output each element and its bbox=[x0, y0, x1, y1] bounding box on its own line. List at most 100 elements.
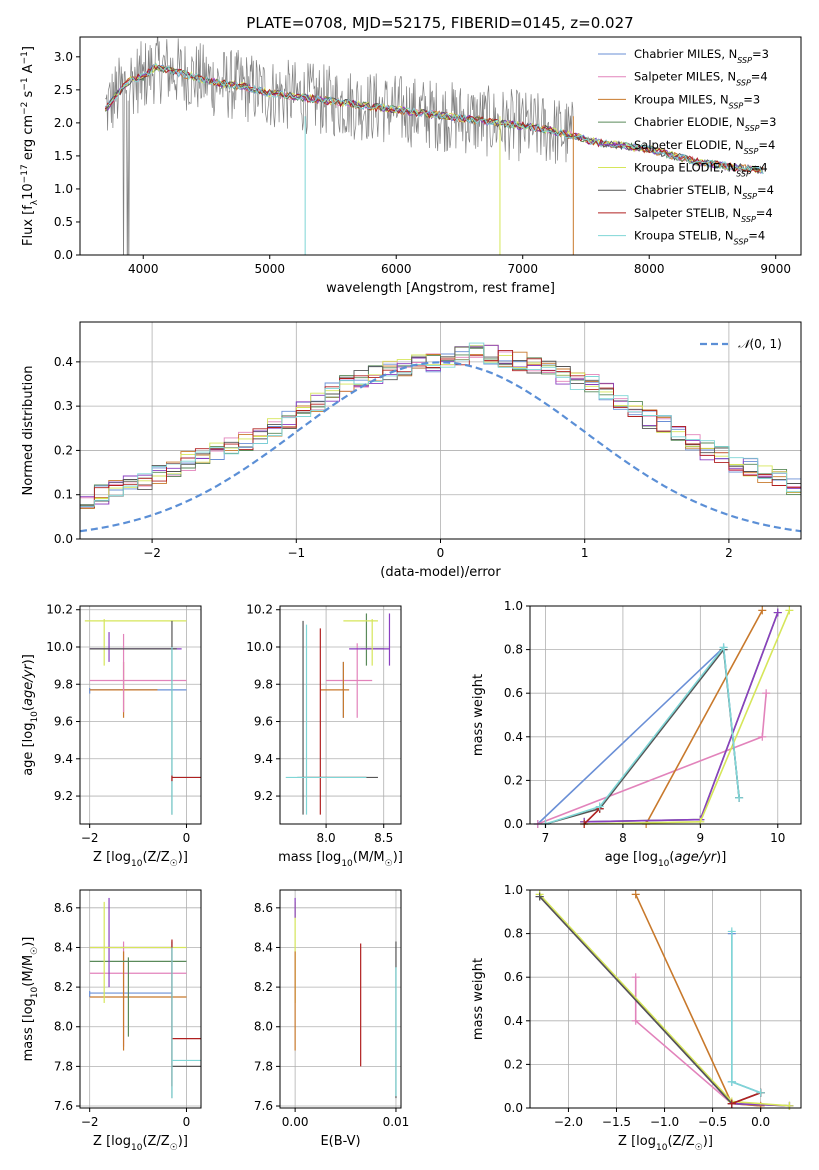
age_vs_mass-y-tick-label: 9.2 bbox=[254, 789, 273, 803]
legend-label-3: Kroupa MILES, NSSP=3 bbox=[634, 92, 760, 110]
age_vs_mass-x-axis-label: mass [log10(M/M☉)] bbox=[278, 850, 403, 869]
age_vs_Z-y-tick-label: 9.2 bbox=[54, 789, 73, 803]
mass_vs_Z-y-axis-label: mass [log10(M/M☉)] bbox=[21, 937, 40, 1062]
residuals-y-tick-label: 0.3 bbox=[54, 399, 73, 413]
legend-label-7: Chabrier STELIB, NSSP=4 bbox=[634, 183, 774, 201]
weight_vs_Z-series-line bbox=[731, 1091, 761, 1105]
spectrum-x-tick-label: 8000 bbox=[634, 262, 665, 276]
spectrum-y-tick-label: 3.0 bbox=[54, 50, 73, 64]
weight_vs_age-x-tick-label: 8 bbox=[619, 831, 627, 845]
weight_vs_Z-point-marker bbox=[631, 1016, 640, 1025]
residuals-x-tick-label: −1 bbox=[287, 546, 305, 560]
weight_vs_Z-frame bbox=[529, 889, 802, 1109]
weight_vs_Z-point-marker bbox=[756, 1088, 765, 1097]
spectrum-x-tick-label: 4000 bbox=[128, 262, 159, 276]
mass_vs_EBV-y-tick-label: 8.2 bbox=[254, 980, 273, 994]
residual-series-group bbox=[80, 342, 801, 533]
weight_vs_age-y-tick-label: 0.6 bbox=[504, 686, 523, 700]
mass_vs_EBV-frame bbox=[279, 889, 402, 1109]
legend-normal-label: 𝒩(0, 1) bbox=[738, 337, 782, 351]
mass_vs_EBV-plot-area bbox=[280, 890, 401, 1108]
mass_vs_EBV-y-tick-label: 7.8 bbox=[254, 1059, 273, 1073]
legend-label-2: Salpeter MILES, NSSP=4 bbox=[634, 70, 768, 88]
spectrum-x-tick-label: 5000 bbox=[254, 262, 285, 276]
age_vs_Z-y-tick-label: 10.2 bbox=[46, 603, 73, 617]
mass_vs_Z-x-axis-label: Z [log10(Z/Z☉)] bbox=[93, 1134, 188, 1153]
mass_vs_Z-x-tick-label: 0 bbox=[183, 1115, 191, 1129]
weight_vs_age-plot-area bbox=[530, 606, 801, 824]
spectrum-y-tick-label: 1.0 bbox=[54, 182, 73, 196]
weight_vs_age-point-marker bbox=[735, 793, 744, 802]
weight_vs_age-y-axis-label: mass weight bbox=[471, 674, 486, 756]
weight_vs_Z-x-axis-label: Z [log10(Z/Z☉)] bbox=[618, 1134, 713, 1153]
residuals-x-tick-label: −2 bbox=[143, 546, 161, 560]
age_vs_Z-y-tick-label: 9.4 bbox=[54, 752, 73, 766]
legend-label-8: Salpeter STELIB, NSSP=4 bbox=[634, 206, 773, 224]
mass_vs_EBV-x-tick-label: 0.01 bbox=[383, 1115, 410, 1129]
age_vs_Z-y-tick-label: 9.8 bbox=[54, 677, 73, 691]
spectrum-y-tick-label: 1.5 bbox=[54, 149, 73, 163]
spectrum-y-tick-label: 0.0 bbox=[54, 248, 73, 262]
weight_vs_Z-y-tick-label: 0.2 bbox=[504, 1057, 523, 1071]
mass_vs_Z-y-tick-label: 8.4 bbox=[54, 940, 73, 954]
spectrum-plot-area bbox=[80, 37, 801, 255]
age_vs_Z-x-axis-label: Z [log10(Z/Z☉)] bbox=[93, 850, 188, 869]
age_vs_mass-y-tick-label: 9.8 bbox=[254, 677, 273, 691]
weight_vs_age-y-tick-label: 0.2 bbox=[504, 773, 523, 787]
spectrum-y-tick-label: 2.5 bbox=[54, 83, 73, 97]
spectrum-x-tick-label: 9000 bbox=[760, 262, 791, 276]
weight_vs_age-point-marker bbox=[719, 643, 728, 652]
residuals-x-tick-label: 0 bbox=[437, 546, 445, 560]
age_vs_Z-plot-area bbox=[80, 606, 201, 824]
weight_vs_Z-x-tick-label: 0.0 bbox=[751, 1115, 770, 1129]
weight_vs_Z-point-marker bbox=[535, 892, 544, 901]
age_vs_Z-x-tick-label: −2 bbox=[81, 831, 99, 845]
weight_vs_age-series-line bbox=[583, 808, 601, 825]
residuals-x-axis-label: (data-model)/error bbox=[380, 565, 501, 580]
weight_vs_Z-y-tick-label: 0.6 bbox=[504, 970, 523, 984]
weight_vs_age-y-tick-label: 0.4 bbox=[504, 730, 523, 744]
weight_vs_Z-point-marker bbox=[727, 927, 736, 936]
weight_vs_age-x-tick-label: 10 bbox=[770, 831, 785, 845]
legend-label-4: Chabrier ELODIE, NSSP=3 bbox=[634, 115, 776, 133]
figure-title: PLATE=0708, MJD=52175, FIBERID=0145, z=0… bbox=[246, 14, 633, 32]
age_vs_Z-x-tick-label: 0 bbox=[183, 831, 191, 845]
weight_vs_Z-point-marker bbox=[631, 973, 640, 982]
spectrum-x-axis-label: wavelength [Angstrom, rest frame] bbox=[326, 281, 555, 296]
weight_vs_age-y-tick-label: 1.0 bbox=[504, 599, 523, 613]
age_vs_mass-frame bbox=[279, 605, 402, 825]
spectrum-y-tick-label: 2.0 bbox=[54, 116, 73, 130]
age_vs_mass-y-tick-label: 10.0 bbox=[246, 640, 273, 654]
weight_vs_age-series-line bbox=[545, 645, 740, 825]
mass_vs_Z-y-tick-label: 8.2 bbox=[54, 980, 73, 994]
weight_vs_Z-x-tick-label: −1.5 bbox=[602, 1115, 631, 1129]
mass_vs_EBV-y-tick-label: 8.6 bbox=[254, 901, 273, 915]
residuals-y-axis-label: Normed distribution bbox=[21, 366, 36, 496]
weight_vs_age-x-tick-label: 9 bbox=[697, 831, 705, 845]
weight_vs_Z-y-tick-label: 1.0 bbox=[504, 883, 523, 897]
weight_vs_age-series-line bbox=[645, 610, 764, 825]
weight_vs_Z-x-tick-label: −0.5 bbox=[698, 1115, 727, 1129]
age_vs_Z-y-tick-label: 10.0 bbox=[46, 640, 73, 654]
weight_vs_Z-point-marker bbox=[727, 1099, 736, 1108]
weight_vs_age-y-tick-label: 0.8 bbox=[504, 643, 523, 657]
residuals-x-tick-label: 1 bbox=[581, 546, 589, 560]
mass_vs_Z-plot-area bbox=[80, 890, 201, 1108]
mass_vs_Z-y-tick-label: 8.0 bbox=[54, 1020, 73, 1034]
mass_vs_Z-y-tick-label: 7.6 bbox=[54, 1099, 73, 1113]
weight_vs_Z-plot-area bbox=[530, 890, 801, 1108]
age_vs_mass-y-tick-label: 9.6 bbox=[254, 715, 273, 729]
spectrum-frame bbox=[79, 36, 802, 256]
legend-label-5: Salpeter ELODIE, NSSP=4 bbox=[634, 138, 775, 156]
residuals-y-tick-label: 0.0 bbox=[54, 532, 73, 546]
residuals-y-tick-label: 0.1 bbox=[54, 488, 73, 502]
weight_vs_Z-y-tick-label: 0.0 bbox=[504, 1101, 523, 1115]
age_vs_Z-y-axis-label: age [log10(age/yr)] bbox=[21, 654, 40, 776]
spectrum-y-axis-label: Flux [fλ10−17 erg cm−2 s−1 A−1] bbox=[20, 46, 40, 246]
weight_vs_age-y-tick-label: 0.0 bbox=[504, 817, 523, 831]
weight_vs_age-point-marker bbox=[758, 732, 767, 741]
mass_vs_Z-frame bbox=[79, 889, 202, 1109]
residuals-y-tick-label: 0.4 bbox=[54, 355, 73, 369]
weight_vs_Z-y-tick-label: 0.8 bbox=[504, 927, 523, 941]
weight_vs_age-point-marker bbox=[785, 606, 794, 615]
